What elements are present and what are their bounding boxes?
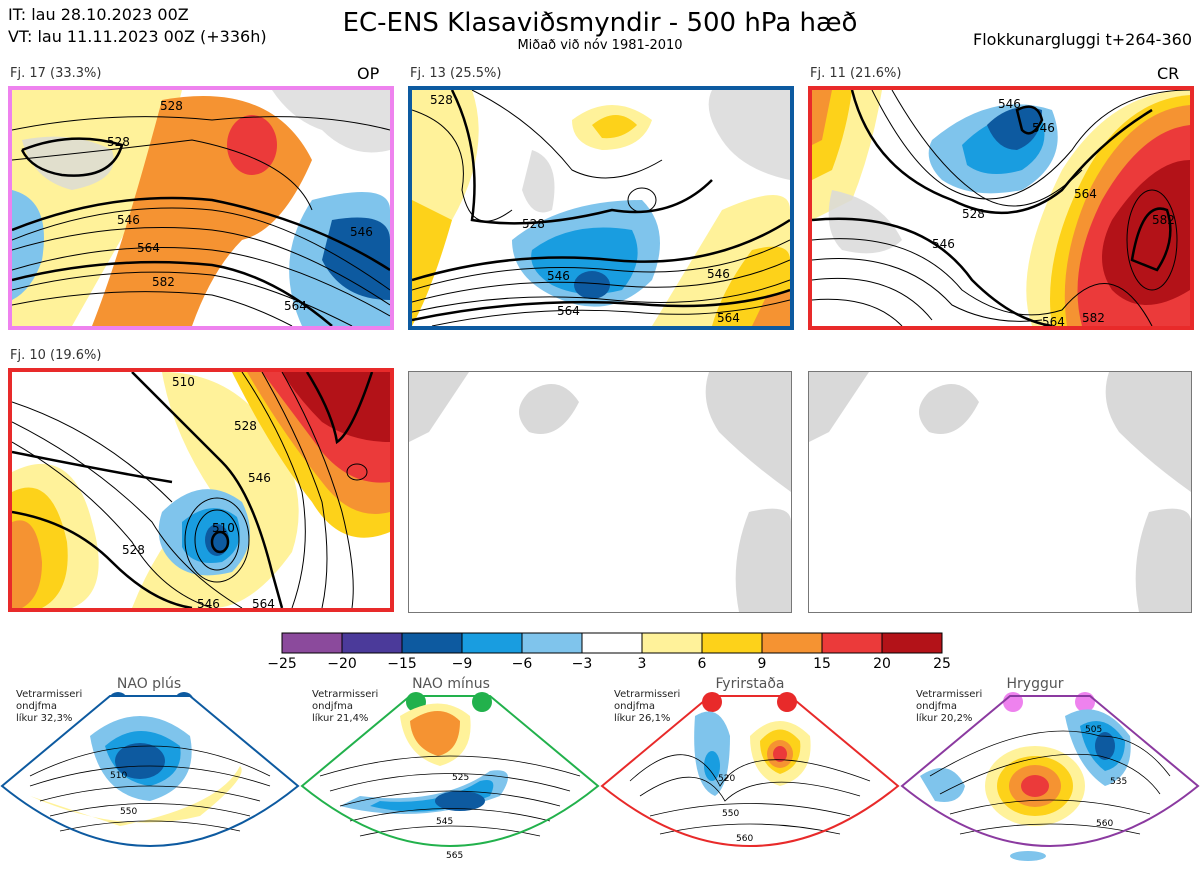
contour-label: 510 <box>212 521 235 535</box>
panel-1-tag: OP <box>357 64 380 83</box>
regime-3-name: Fyrirstaða <box>715 676 785 692</box>
panel-1-label: Fj. 17 (33.3%) <box>10 66 102 81</box>
contour-label: 582 <box>1152 213 1175 227</box>
regime-2-note: Vetrarmisseri ondjfma líkur 21,4% <box>312 689 379 724</box>
regime-1-name: NAO plús <box>116 676 182 692</box>
colorbar-tick-label: 25 <box>933 656 951 672</box>
contour-label: 510 <box>172 375 195 389</box>
contour-label: 528 <box>962 207 985 221</box>
colorbar-tick-label: 9 <box>757 656 767 672</box>
cluster-map-fj13: 528 528 546 564 546 564 <box>408 86 794 330</box>
header-times: IT: lau 28.10.2023 00Z VT: lau 11.11.202… <box>8 4 267 48</box>
colorbar-swatch <box>521 632 583 654</box>
colorbar-swatch <box>641 632 703 654</box>
contour-label: 582 <box>152 275 175 289</box>
contour-label: 546 <box>707 267 730 281</box>
colorbar-swatch <box>401 632 463 654</box>
colorbar-swatches <box>281 632 943 654</box>
colorbar-tick-label: 3 <box>637 656 647 672</box>
regime-map-nao-plus: 510 550 <box>0 695 300 847</box>
regime-map-blocking: 520 550 560 <box>600 695 900 847</box>
contour-label: 528 <box>234 419 257 433</box>
contour-label: 546 <box>932 237 955 251</box>
anomaly-colorbar <box>280 632 944 658</box>
contour-label: 546 <box>1032 121 1055 135</box>
colorbar-tick-label: 15 <box>813 656 831 672</box>
contour-label: 528 <box>522 217 545 231</box>
colorbar-swatch <box>461 632 523 654</box>
contour-label: 564 <box>137 241 160 255</box>
contour-label: 528 <box>430 93 453 107</box>
colorbar-tick-label: −25 <box>267 656 297 672</box>
panel-3-tag: CR <box>1157 64 1180 83</box>
contour-label: 546 <box>998 97 1021 111</box>
contour-label: 535 <box>1110 777 1127 787</box>
colorbar-swatch <box>821 632 883 654</box>
colorbar-swatch <box>881 632 943 654</box>
contour-label: 564 <box>717 311 740 325</box>
colorbar-tick-label: 20 <box>873 656 891 672</box>
contour-label: 520 <box>718 774 735 784</box>
valid-time: VT: lau 11.11.2023 00Z (+336h) <box>8 27 267 46</box>
colorbar-swatch <box>281 632 343 654</box>
contour-label: 582 <box>1082 311 1105 325</box>
contour-label: 550 <box>120 807 137 817</box>
colorbar-swatch <box>581 632 643 654</box>
contour-label: 565 <box>446 851 463 861</box>
colorbar-swatch <box>761 632 823 654</box>
panel-4-label: Fj. 10 (19.6%) <box>10 348 102 363</box>
contour-label: 546 <box>350 225 373 239</box>
contour-label: 545 <box>436 817 453 827</box>
empty-cluster-map-2 <box>808 371 1192 613</box>
regime-4-note: Vetrarmisseri ondjfma líkur 20,2% <box>916 689 983 724</box>
contour-label: 564 <box>284 299 307 313</box>
contour-label: 560 <box>736 834 753 844</box>
contour-label: 528 <box>122 543 145 557</box>
colorbar-swatch <box>341 632 403 654</box>
regime-map-nao-minus: 525 545 565 <box>300 695 600 861</box>
cluster-map-fj11: 546 528 546 564 582 564 582 546 <box>808 86 1194 330</box>
contour-label: 564 <box>557 304 580 318</box>
panel-3-label: Fj. 11 (21.6%) <box>810 66 902 81</box>
contour-label: 528 <box>107 135 130 149</box>
page-title: EC-ENS Klasaviðsmyndir - 500 hPa hæð <box>342 8 858 38</box>
initial-time: IT: lau 28.10.2023 00Z <box>8 5 189 24</box>
empty-cluster-map-1 <box>408 371 792 613</box>
colorbar-tick-label: 6 <box>697 656 707 672</box>
regime-3-note: Vetrarmisseri ondjfma líkur 26,1% <box>614 689 681 724</box>
contour-label: 564 <box>1074 187 1097 201</box>
contour-label: 546 <box>547 269 570 283</box>
colorbar-tick-label: −9 <box>451 656 473 672</box>
contour-label: 564 <box>1042 315 1065 326</box>
contour-label: 560 <box>1096 819 1113 829</box>
contour-label: 546 <box>248 471 271 485</box>
contour-label: 550 <box>722 809 739 819</box>
colorbar-tick-label: −6 <box>511 656 533 672</box>
regime-1-note: Vetrarmisseri ondjfma líkur 32,3% <box>16 689 83 724</box>
cluster-map-fj17: 528 528 546 564 582 564 546 <box>8 86 394 330</box>
panel-2-label: Fj. 13 (25.5%) <box>410 66 502 81</box>
regime-2-name: NAO mínus <box>412 676 490 692</box>
contour-label: 564 <box>252 597 275 608</box>
contour-label: 510 <box>110 771 127 781</box>
colorbar-tick-label: −3 <box>571 656 593 672</box>
cluster-map-fj10: 510 528 546 528 546 564 510 <box>8 368 394 612</box>
colorbar-tick-label: −20 <box>327 656 357 672</box>
colorbar-tick-label: −15 <box>387 656 417 672</box>
contour-label: 546 <box>197 597 220 608</box>
regime-map-ridge: 505 535 560 <box>900 695 1200 861</box>
colorbar-swatch <box>701 632 763 654</box>
contour-label: 525 <box>452 773 469 783</box>
contour-label: 505 <box>1085 725 1102 735</box>
contour-label: 528 <box>160 99 183 113</box>
contour-label: 546 <box>117 213 140 227</box>
classification-window: Flokkunargluggi t+264-360 <box>973 30 1192 49</box>
regime-4-name: Hryggur <box>1006 676 1064 692</box>
page-subtitle: Miðað við nóv 1981-2010 <box>517 38 683 53</box>
